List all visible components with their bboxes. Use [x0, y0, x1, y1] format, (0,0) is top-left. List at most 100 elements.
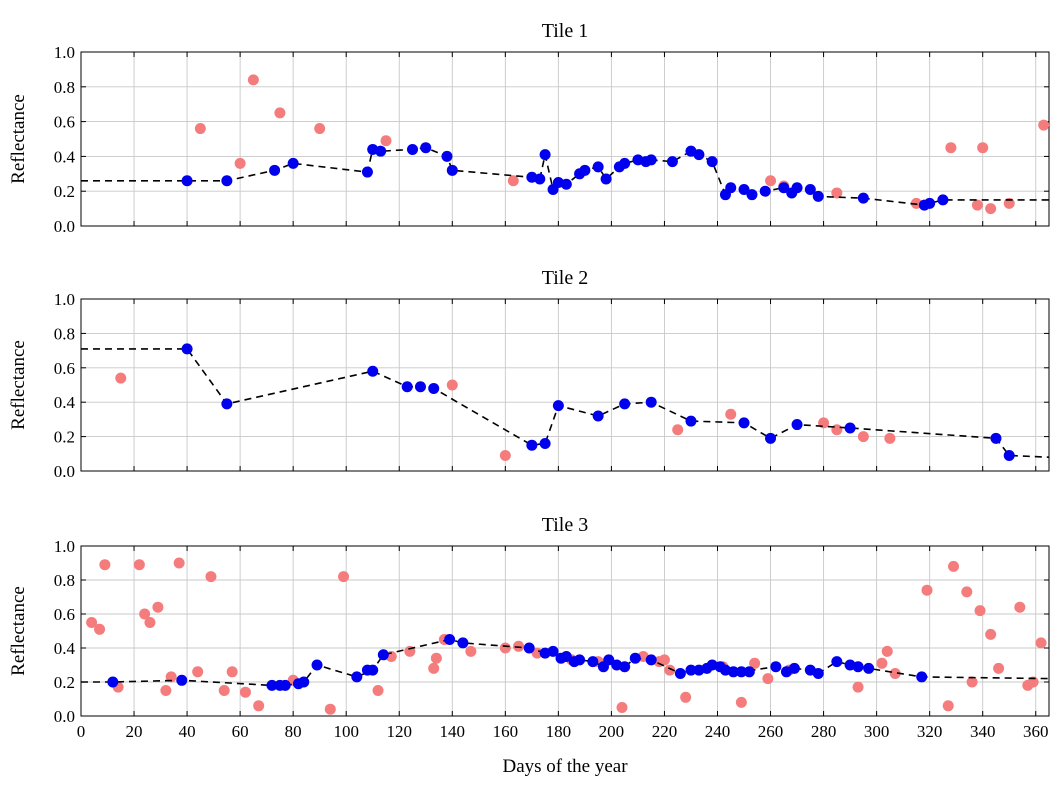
clean-point: [619, 661, 631, 673]
plot-frame: [80, 545, 1050, 717]
noisy-point: [144, 617, 156, 628]
noisy-point: [945, 142, 957, 154]
clean-point: [221, 398, 233, 410]
noisy-point: [876, 657, 888, 669]
clean-point: [587, 656, 599, 668]
noisy-point: [672, 424, 684, 436]
noisy-point: [226, 666, 238, 678]
y-axis-label: Reflectance: [8, 94, 29, 184]
clean-point: [298, 676, 310, 688]
y-tick-label: 0.2: [54, 182, 75, 201]
y-axis-label: Reflectance: [8, 586, 29, 676]
noisy-point: [831, 424, 843, 436]
noisy-point: [446, 379, 458, 391]
clean-point: [791, 419, 803, 431]
grid-lines: [80, 298, 1049, 472]
y-tick-label: 1.0: [54, 537, 75, 556]
clean-point: [401, 381, 413, 393]
clean-point: [579, 164, 591, 176]
clean-point: [414, 381, 426, 393]
noisy-point: [765, 175, 777, 187]
clean-point: [176, 674, 188, 686]
y-tick-label: 0.6: [54, 359, 75, 378]
trend-line: [81, 638, 1050, 687]
noisy-point: [948, 560, 960, 572]
clean-point: [552, 400, 564, 412]
noisy-point: [274, 107, 286, 119]
noisy-point: [974, 605, 986, 617]
clean-point: [361, 166, 373, 178]
y-tick-label: 1.0: [54, 43, 75, 62]
noisy-point: [247, 74, 259, 86]
clean-point: [221, 175, 233, 187]
clean-point: [375, 145, 387, 157]
clean-point: [526, 439, 538, 451]
panel-tile-3: Tile 3 0.0 0.2 0.4 0.6 0.8 1.0 0 20 40 60 80 100 120 1…: [8, 514, 1050, 741]
noisy-point: [507, 175, 519, 187]
clean-point: [600, 173, 612, 185]
noisy-point: [531, 647, 543, 659]
x-tick-label: 240: [705, 722, 731, 741]
noisy-point: [921, 584, 933, 596]
clean-point: [523, 642, 535, 654]
noisy-point: [205, 571, 217, 583]
x-tick-label: 280: [811, 722, 837, 741]
plot-frame: [80, 298, 1050, 472]
noisy-point: [942, 700, 954, 712]
clean-point: [812, 190, 824, 202]
noisy-point: [173, 557, 185, 569]
clean-point: [367, 365, 379, 377]
clean-series: [181, 343, 1015, 462]
clean-point: [645, 154, 657, 166]
clean-point: [990, 432, 1002, 444]
y-tick-label: 0.6: [54, 605, 75, 624]
noisy-point: [194, 123, 206, 135]
noisy-point: [881, 645, 893, 657]
noisy-point: [735, 696, 747, 708]
clean-point: [181, 343, 193, 355]
clean-point: [560, 651, 572, 662]
clean-point: [645, 654, 657, 666]
clean-point: [685, 415, 697, 427]
x-tick-label: 360: [1023, 722, 1049, 741]
noisy-point: [239, 686, 251, 698]
noisy-point: [513, 640, 525, 652]
clean-point: [804, 183, 816, 195]
clean-point: [592, 410, 604, 422]
noisy-point: [152, 601, 164, 613]
clean-point: [746, 189, 758, 201]
noisy-point: [1038, 119, 1050, 131]
clean-point: [619, 398, 631, 410]
clean-point: [603, 654, 615, 666]
y-tick-label: 1.0: [54, 290, 75, 309]
clean-series: [181, 142, 949, 211]
noisy-point: [616, 702, 628, 713]
clean-point: [367, 664, 379, 676]
clean-point: [311, 659, 323, 671]
clean-point: [266, 679, 278, 691]
panel-tile-2: Tile 2 0.0 0.2 0.4 0.6 0.8 1.0 Reflectance: [8, 267, 1050, 481]
clean-point: [107, 676, 119, 688]
plot-frame: [80, 51, 1050, 227]
clean-point: [534, 173, 546, 185]
clean-point: [407, 143, 419, 155]
noisy-point: [324, 703, 336, 715]
noisy-point: [234, 157, 246, 169]
clean-point: [759, 185, 771, 197]
y-tick-label: 0.6: [54, 113, 75, 132]
noisy-point: [160, 685, 172, 696]
noisy-point: [218, 685, 230, 696]
noisy-point: [430, 652, 442, 664]
y-tick-label: 0.8: [54, 324, 75, 343]
clean-point: [629, 652, 641, 664]
clean-point: [770, 661, 782, 673]
trend-line: [81, 348, 1050, 458]
noisy-point: [115, 372, 127, 384]
clean-point: [420, 142, 432, 154]
noisy-point: [133, 559, 145, 571]
y-tick-label: 0.0: [54, 707, 75, 726]
x-tick-label: 40: [179, 722, 196, 741]
noisy-point: [889, 668, 901, 679]
clean-point: [738, 183, 750, 195]
clean-point: [547, 645, 559, 657]
